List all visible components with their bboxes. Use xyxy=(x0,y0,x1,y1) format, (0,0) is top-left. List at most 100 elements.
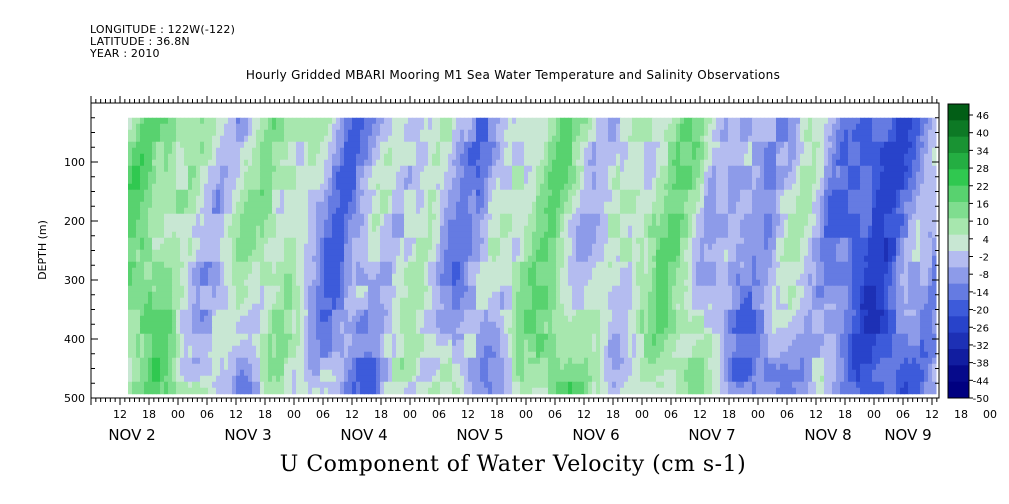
heatmap-cell xyxy=(664,177,669,185)
heatmap-cell xyxy=(356,147,361,155)
heatmap-cell xyxy=(144,159,149,167)
heatmap-cell xyxy=(484,177,489,185)
heatmap-cell xyxy=(772,147,777,155)
heatmap-cell xyxy=(680,129,685,137)
heatmap-cell xyxy=(180,123,185,131)
heatmap-cell xyxy=(464,165,469,173)
heatmap-cell xyxy=(756,195,761,203)
heatmap-cell xyxy=(464,189,469,197)
heatmap-cell xyxy=(532,243,537,251)
heatmap-cell xyxy=(192,147,197,155)
heatmap-cell xyxy=(132,129,137,137)
heatmap-cell xyxy=(368,201,373,209)
heatmap-cell xyxy=(200,147,205,155)
heatmap-cell xyxy=(924,141,929,149)
heatmap-cell xyxy=(280,207,285,215)
heatmap-cell xyxy=(880,213,885,221)
heatmap-cell xyxy=(540,129,545,137)
heatmap-cell xyxy=(480,183,485,191)
heatmap-cell xyxy=(736,117,741,125)
heatmap-cell xyxy=(368,171,373,179)
heatmap-cell xyxy=(872,159,877,167)
heatmap-cell xyxy=(884,183,889,191)
heatmap-cell xyxy=(724,243,729,251)
heatmap-cell xyxy=(444,147,449,155)
heatmap-cell xyxy=(136,219,141,227)
heatmap-cell xyxy=(896,171,901,179)
heatmap-cell xyxy=(428,153,433,161)
heatmap-cell xyxy=(736,207,741,215)
heatmap-cell xyxy=(184,117,189,125)
heatmap-cell xyxy=(888,165,893,173)
heatmap-cell xyxy=(696,243,701,251)
heatmap-cell xyxy=(480,225,485,233)
heatmap-cell xyxy=(552,237,557,245)
heatmap-cell xyxy=(672,117,677,125)
heatmap-cell xyxy=(668,195,673,203)
heatmap-cell xyxy=(632,171,637,179)
heatmap-cell xyxy=(224,129,229,137)
heatmap-cell xyxy=(296,183,301,191)
heatmap-cell xyxy=(260,207,265,215)
heatmap-cell xyxy=(536,165,541,173)
heatmap-cell xyxy=(784,231,789,239)
heatmap-cell xyxy=(436,135,441,143)
heatmap-cell xyxy=(204,117,209,125)
heatmap-cell xyxy=(556,243,561,251)
heatmap-cell xyxy=(348,261,353,269)
heatmap-cell xyxy=(812,225,817,233)
heatmap-cell xyxy=(280,249,285,257)
heatmap-cell xyxy=(756,177,761,185)
heatmap-cell xyxy=(824,159,829,167)
heatmap-cell xyxy=(796,153,801,161)
heatmap-cell xyxy=(212,123,217,131)
heatmap-cell xyxy=(736,123,741,131)
heatmap-cell xyxy=(916,165,921,173)
heatmap-cell xyxy=(696,255,701,263)
heatmap-cell xyxy=(536,201,541,209)
heatmap-cell xyxy=(836,219,841,227)
heatmap-cell xyxy=(160,237,165,245)
heatmap-cell xyxy=(376,153,381,161)
heatmap-cell xyxy=(832,183,837,191)
heatmap-cell xyxy=(228,165,233,173)
heatmap-cell xyxy=(848,225,853,233)
heatmap-cell xyxy=(924,231,929,239)
heatmap-cell xyxy=(256,249,261,257)
heatmap-cell xyxy=(808,129,813,137)
heatmap-cell xyxy=(196,177,201,185)
heatmap-cell xyxy=(932,249,937,257)
heatmap-cell xyxy=(488,261,493,269)
heatmap-cell xyxy=(656,165,661,173)
heatmap-cell xyxy=(380,219,385,227)
heatmap-cell xyxy=(860,249,865,257)
heatmap-cell xyxy=(344,177,349,185)
heatmap-cell xyxy=(488,201,493,209)
heatmap-cell xyxy=(568,147,573,155)
heatmap-cell xyxy=(912,219,917,227)
heatmap-cell xyxy=(168,159,173,167)
heatmap-cell xyxy=(804,195,809,203)
heatmap-cell xyxy=(592,165,597,173)
heatmap-cell xyxy=(720,249,725,257)
heatmap-cell xyxy=(312,201,317,209)
heatmap-cell xyxy=(776,249,781,257)
heatmap-cell xyxy=(388,189,393,197)
heatmap-cell xyxy=(532,231,537,239)
heatmap-cell xyxy=(624,219,629,227)
heatmap-cell xyxy=(316,249,321,257)
heatmap-cell xyxy=(576,159,581,167)
heatmap-cell xyxy=(324,171,329,179)
heatmap-cell xyxy=(436,129,441,137)
heatmap-cell xyxy=(160,207,165,215)
heatmap-cell xyxy=(604,165,609,173)
heatmap-cell xyxy=(668,189,673,197)
heatmap-cell xyxy=(708,207,713,215)
heatmap-cell xyxy=(376,255,381,263)
heatmap-cell xyxy=(860,219,865,227)
heatmap-cell xyxy=(456,183,461,191)
heatmap-cell xyxy=(384,231,389,239)
heatmap-cell xyxy=(512,231,517,239)
heatmap-cell xyxy=(156,249,161,257)
